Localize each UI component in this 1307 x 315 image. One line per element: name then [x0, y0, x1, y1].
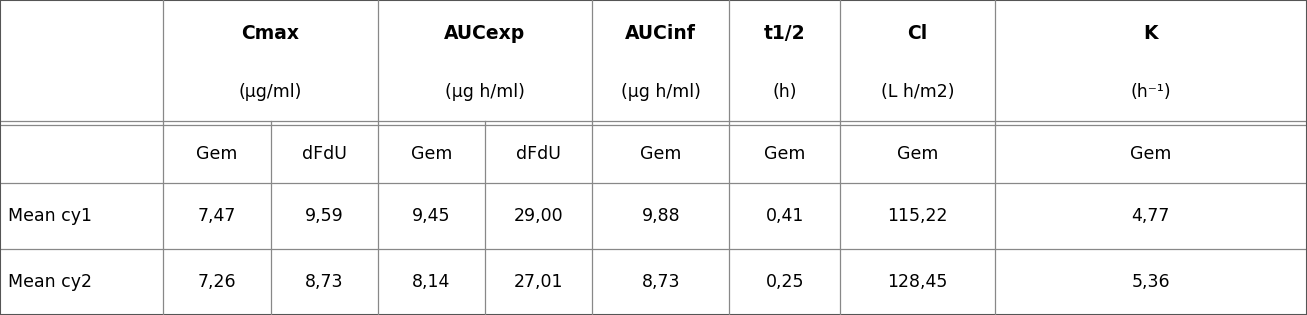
Text: K: K — [1144, 24, 1158, 43]
Text: Gem: Gem — [765, 145, 805, 163]
Text: Gem: Gem — [410, 145, 452, 163]
Text: Cmax: Cmax — [242, 24, 299, 43]
Text: AUCinf: AUCinf — [625, 24, 697, 43]
Text: Gem: Gem — [640, 145, 681, 163]
Text: Gem: Gem — [1131, 145, 1171, 163]
Text: (L h/m2): (L h/m2) — [881, 83, 954, 101]
Text: 29,00: 29,00 — [514, 207, 563, 225]
Text: 4,77: 4,77 — [1132, 207, 1170, 225]
Text: t1/2: t1/2 — [765, 24, 805, 43]
Text: 27,01: 27,01 — [514, 273, 563, 291]
Text: 5,36: 5,36 — [1132, 273, 1170, 291]
Text: 128,45: 128,45 — [887, 273, 948, 291]
Text: 8,73: 8,73 — [305, 273, 344, 291]
Text: dFdU: dFdU — [302, 145, 346, 163]
Text: 7,26: 7,26 — [197, 273, 237, 291]
Text: 8,14: 8,14 — [412, 273, 451, 291]
Text: 9,88: 9,88 — [642, 207, 680, 225]
Text: AUCexp: AUCexp — [444, 24, 525, 43]
Text: Mean cy2: Mean cy2 — [8, 273, 91, 291]
Text: 0,25: 0,25 — [766, 273, 804, 291]
Text: (h): (h) — [772, 83, 797, 101]
Text: 9,45: 9,45 — [412, 207, 451, 225]
Text: (µg/ml): (µg/ml) — [239, 83, 302, 101]
Text: Cl: Cl — [907, 24, 928, 43]
Text: 8,73: 8,73 — [642, 273, 680, 291]
Text: (µg h/ml): (µg h/ml) — [621, 83, 701, 101]
Text: Gem: Gem — [196, 145, 238, 163]
Text: 7,47: 7,47 — [197, 207, 237, 225]
Text: 9,59: 9,59 — [305, 207, 344, 225]
Text: dFdU: dFdU — [516, 145, 561, 163]
Text: Mean cy1: Mean cy1 — [8, 207, 91, 225]
Text: 0,41: 0,41 — [766, 207, 804, 225]
Text: (h⁻¹): (h⁻¹) — [1131, 83, 1171, 101]
Text: Gem: Gem — [897, 145, 938, 163]
Text: 115,22: 115,22 — [887, 207, 948, 225]
Text: (µg h/ml): (µg h/ml) — [444, 83, 525, 101]
